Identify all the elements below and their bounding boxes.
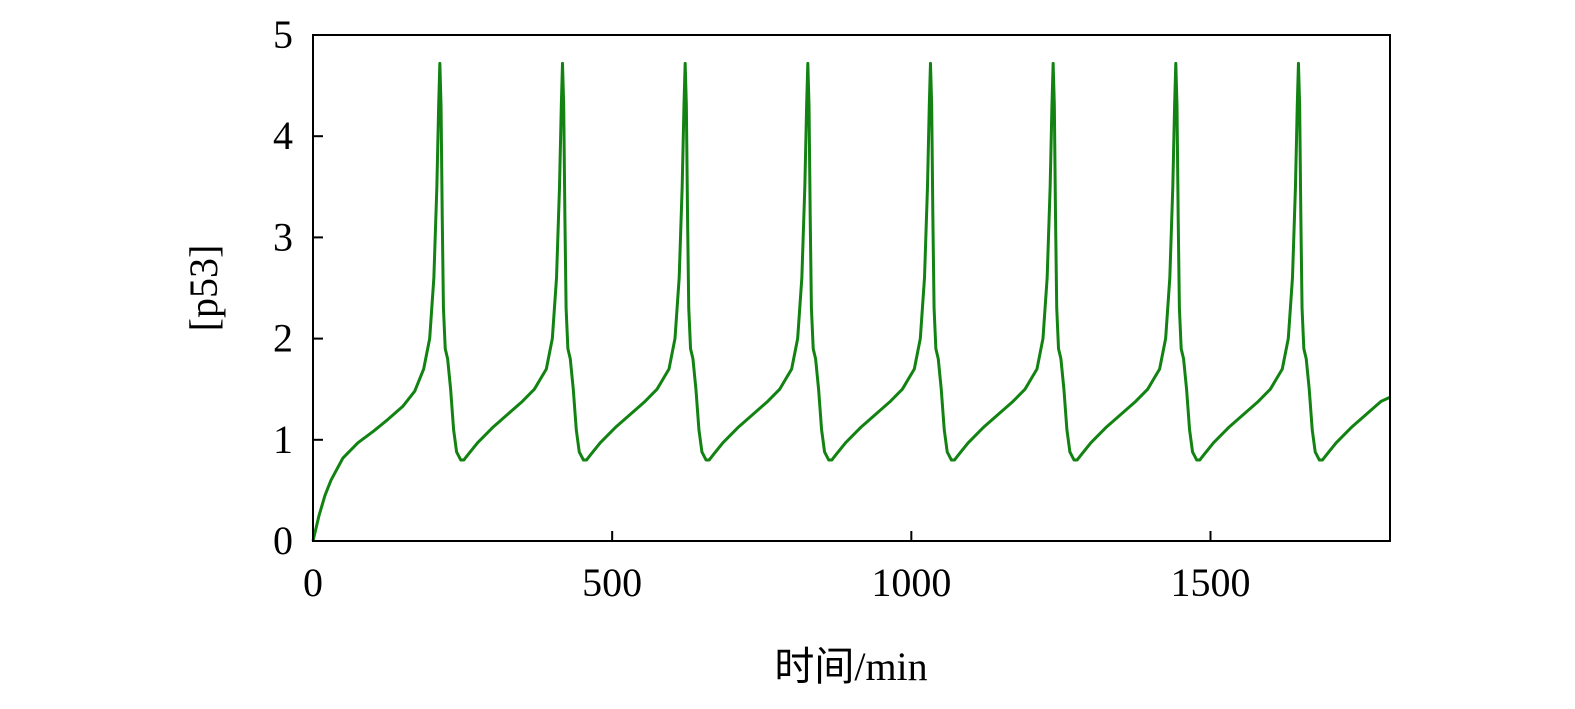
y-tick-label: 2 [273,316,293,361]
y-tick-label: 1 [273,417,293,462]
x-tick-label: 1500 [1171,560,1251,605]
plot-frame [312,34,1391,542]
x-tick-label: 1000 [871,560,951,605]
y-axis-label: [p53] [181,245,226,332]
data-line [311,61,1391,542]
y-tick-label: 5 [273,12,293,57]
y-tick-label: 0 [273,518,293,563]
y-tick-label: 3 [273,214,293,259]
y-tick-label: 4 [273,113,293,158]
x-tick-label: 0 [303,560,323,605]
x-axis-label: 时间/min [774,644,927,689]
x-tick-label: 500 [582,560,642,605]
